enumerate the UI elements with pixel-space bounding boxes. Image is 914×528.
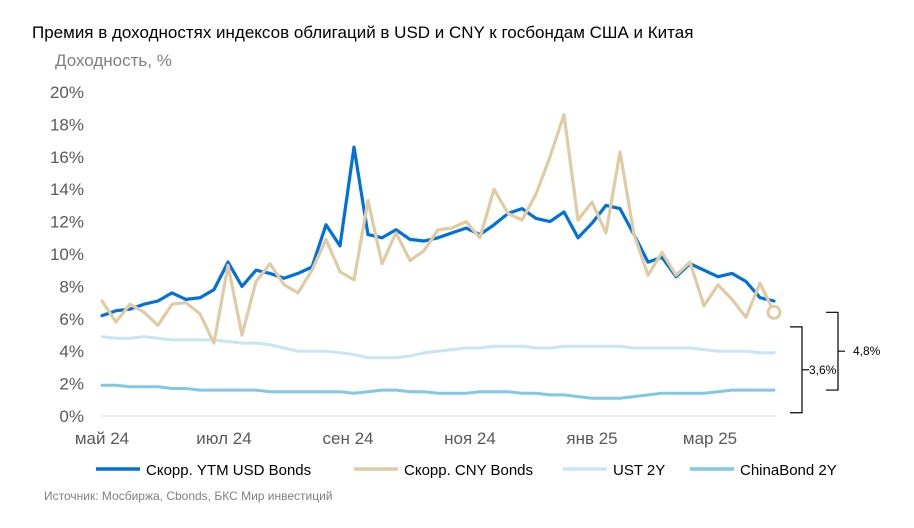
legend-label-3: UST 2Y xyxy=(613,462,665,479)
legend-label-2: Скорр. CNY Bonds xyxy=(404,462,533,479)
y-tick-label: 12% xyxy=(50,213,84,232)
x-tick-label: янв 25 xyxy=(566,429,617,448)
legend: Скорр. YTM USD Bonds Скорр. CNY Bonds UST … xyxy=(96,462,837,479)
y-axis-label: Доходность, % xyxy=(55,51,172,70)
source-note: Источник: Мосбиржа, Cbonds, БКС Мир инве… xyxy=(44,489,333,503)
cny-end-marker xyxy=(766,304,782,320)
y-tick-label: 8% xyxy=(59,277,84,296)
y-tick-label: 2% xyxy=(59,375,84,394)
series-line-3 xyxy=(100,335,776,360)
series-line-4 xyxy=(100,383,776,400)
bracket-2 xyxy=(826,311,845,391)
series-lines xyxy=(100,113,782,400)
bracket-label-1: 3,6% xyxy=(809,363,837,377)
legend-label-1: Скорр. YTM USD Bonds xyxy=(146,462,311,479)
y-tick-label: 6% xyxy=(59,310,84,329)
y-tick-label: 0% xyxy=(59,407,84,426)
y-tick-label: 16% xyxy=(50,148,84,167)
y-tick-label: 4% xyxy=(59,342,84,361)
x-tick-label: май 24 xyxy=(75,429,129,448)
legend-label-4: ChinaBond 2Y xyxy=(740,462,837,479)
bracket-label-2: 4,8% xyxy=(853,344,881,358)
series-line-2 xyxy=(100,113,776,345)
y-tick-label: 20% xyxy=(50,83,84,102)
chart-title: Премия в доходностях индексов облигаций … xyxy=(32,23,693,42)
y-tick-label: 18% xyxy=(50,115,84,134)
y-tick-label: 10% xyxy=(50,245,84,264)
x-axis: май 24 июл 24 сен 24 ноя 24 янв 25 мар 25 xyxy=(75,415,776,448)
x-tick-label: ноя 24 xyxy=(444,429,496,448)
series-line-1 xyxy=(100,145,776,318)
premium-brackets: 3,6% 4,8% xyxy=(790,311,881,414)
bracket-1 xyxy=(790,326,809,414)
x-tick-label: июл 24 xyxy=(196,429,251,448)
y-axis-ticks: 0% 2% 4% 6% 8% 10% 12% 14% 16% 18% 20% xyxy=(50,83,84,426)
y-tick-label: 14% xyxy=(50,180,84,199)
x-tick-label: сен 24 xyxy=(323,429,374,448)
x-tick-label: мар 25 xyxy=(683,429,737,448)
